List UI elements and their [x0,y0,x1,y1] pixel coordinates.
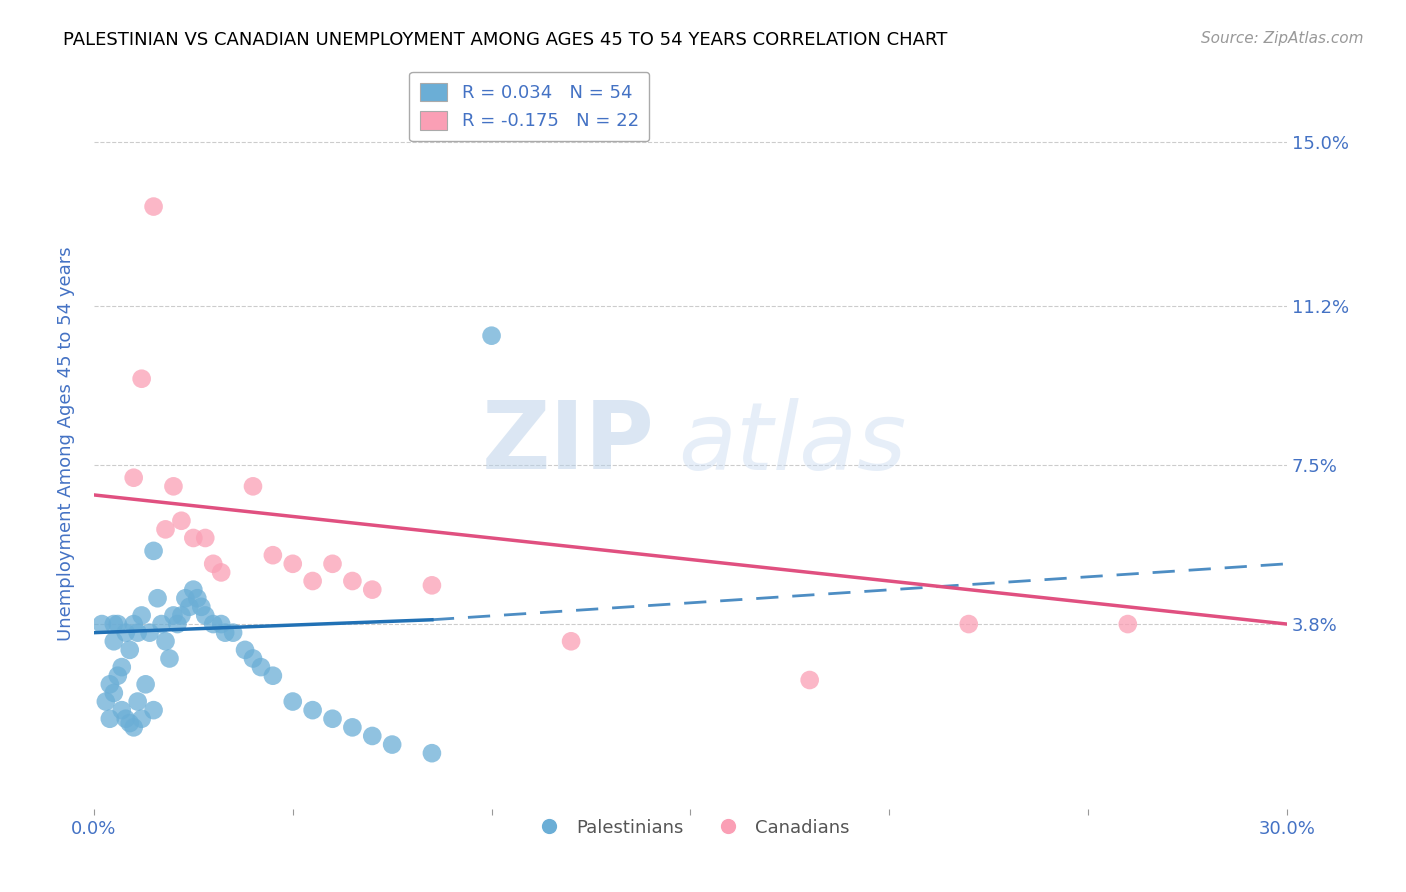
Point [142,703,165,717]
Point [107,617,129,632]
Point [118,643,141,657]
Point [214,625,236,640]
Y-axis label: Unemployment Among Ages 45 to 54 years: Unemployment Among Ages 45 to 54 years [58,246,75,640]
Point [209,566,232,580]
Point [250,660,273,674]
Point [162,479,184,493]
Point [131,608,153,623]
Point [186,591,208,606]
Point [420,578,443,592]
Point [183,531,205,545]
Point [301,574,323,588]
Point [233,643,256,657]
Point [155,522,177,536]
Point [242,479,264,493]
Point [111,703,134,717]
Point [122,720,145,734]
Text: PALESTINIAN VS CANADIAN UNEMPLOYMENT AMONG AGES 45 TO 54 YEARS CORRELATION CHART: PALESTINIAN VS CANADIAN UNEMPLOYMENT AMO… [63,31,948,49]
Point [94,694,117,708]
Point [138,625,160,640]
Point [242,651,264,665]
Point [209,617,232,632]
Point [361,729,384,743]
Point [190,599,212,614]
Point [481,328,503,343]
Point [135,677,157,691]
Point [957,617,980,632]
Point [142,544,165,558]
Point [174,591,197,606]
Point [114,712,136,726]
Point [90,617,112,632]
Text: atlas: atlas [679,398,907,489]
Point [146,591,169,606]
Point [560,634,582,648]
Point [131,712,153,726]
Point [179,599,201,614]
Point [321,712,343,726]
Point [202,617,225,632]
Point [103,634,125,648]
Point [127,625,149,640]
Point [301,703,323,717]
Point [183,582,205,597]
Point [162,608,184,623]
Point [159,651,181,665]
Point [281,557,304,571]
Point [111,660,134,674]
Point [155,634,177,648]
Point [262,548,284,562]
Point [202,557,225,571]
Point [342,574,364,588]
Point [103,686,125,700]
Point [98,712,121,726]
Point [321,557,343,571]
Point [262,669,284,683]
Point [799,673,821,687]
Text: Source: ZipAtlas.com: Source: ZipAtlas.com [1201,31,1364,46]
Point [142,200,165,214]
Point [194,608,217,623]
Point [166,617,188,632]
Point [150,617,173,632]
Point [1116,617,1139,632]
Point [342,720,364,734]
Point [281,694,304,708]
Point [122,471,145,485]
Point [381,738,404,752]
Point [194,531,217,545]
Point [122,617,145,632]
Point [118,716,141,731]
Point [170,608,193,623]
Point [420,746,443,760]
Point [222,625,245,640]
Point [98,677,121,691]
Point [131,372,153,386]
Point [114,625,136,640]
Point [107,669,129,683]
Legend: Palestinians, Canadians: Palestinians, Canadians [523,812,858,844]
Point [127,694,149,708]
Point [170,514,193,528]
Point [361,582,384,597]
Point [103,617,125,632]
Text: ZIP: ZIP [482,397,655,490]
